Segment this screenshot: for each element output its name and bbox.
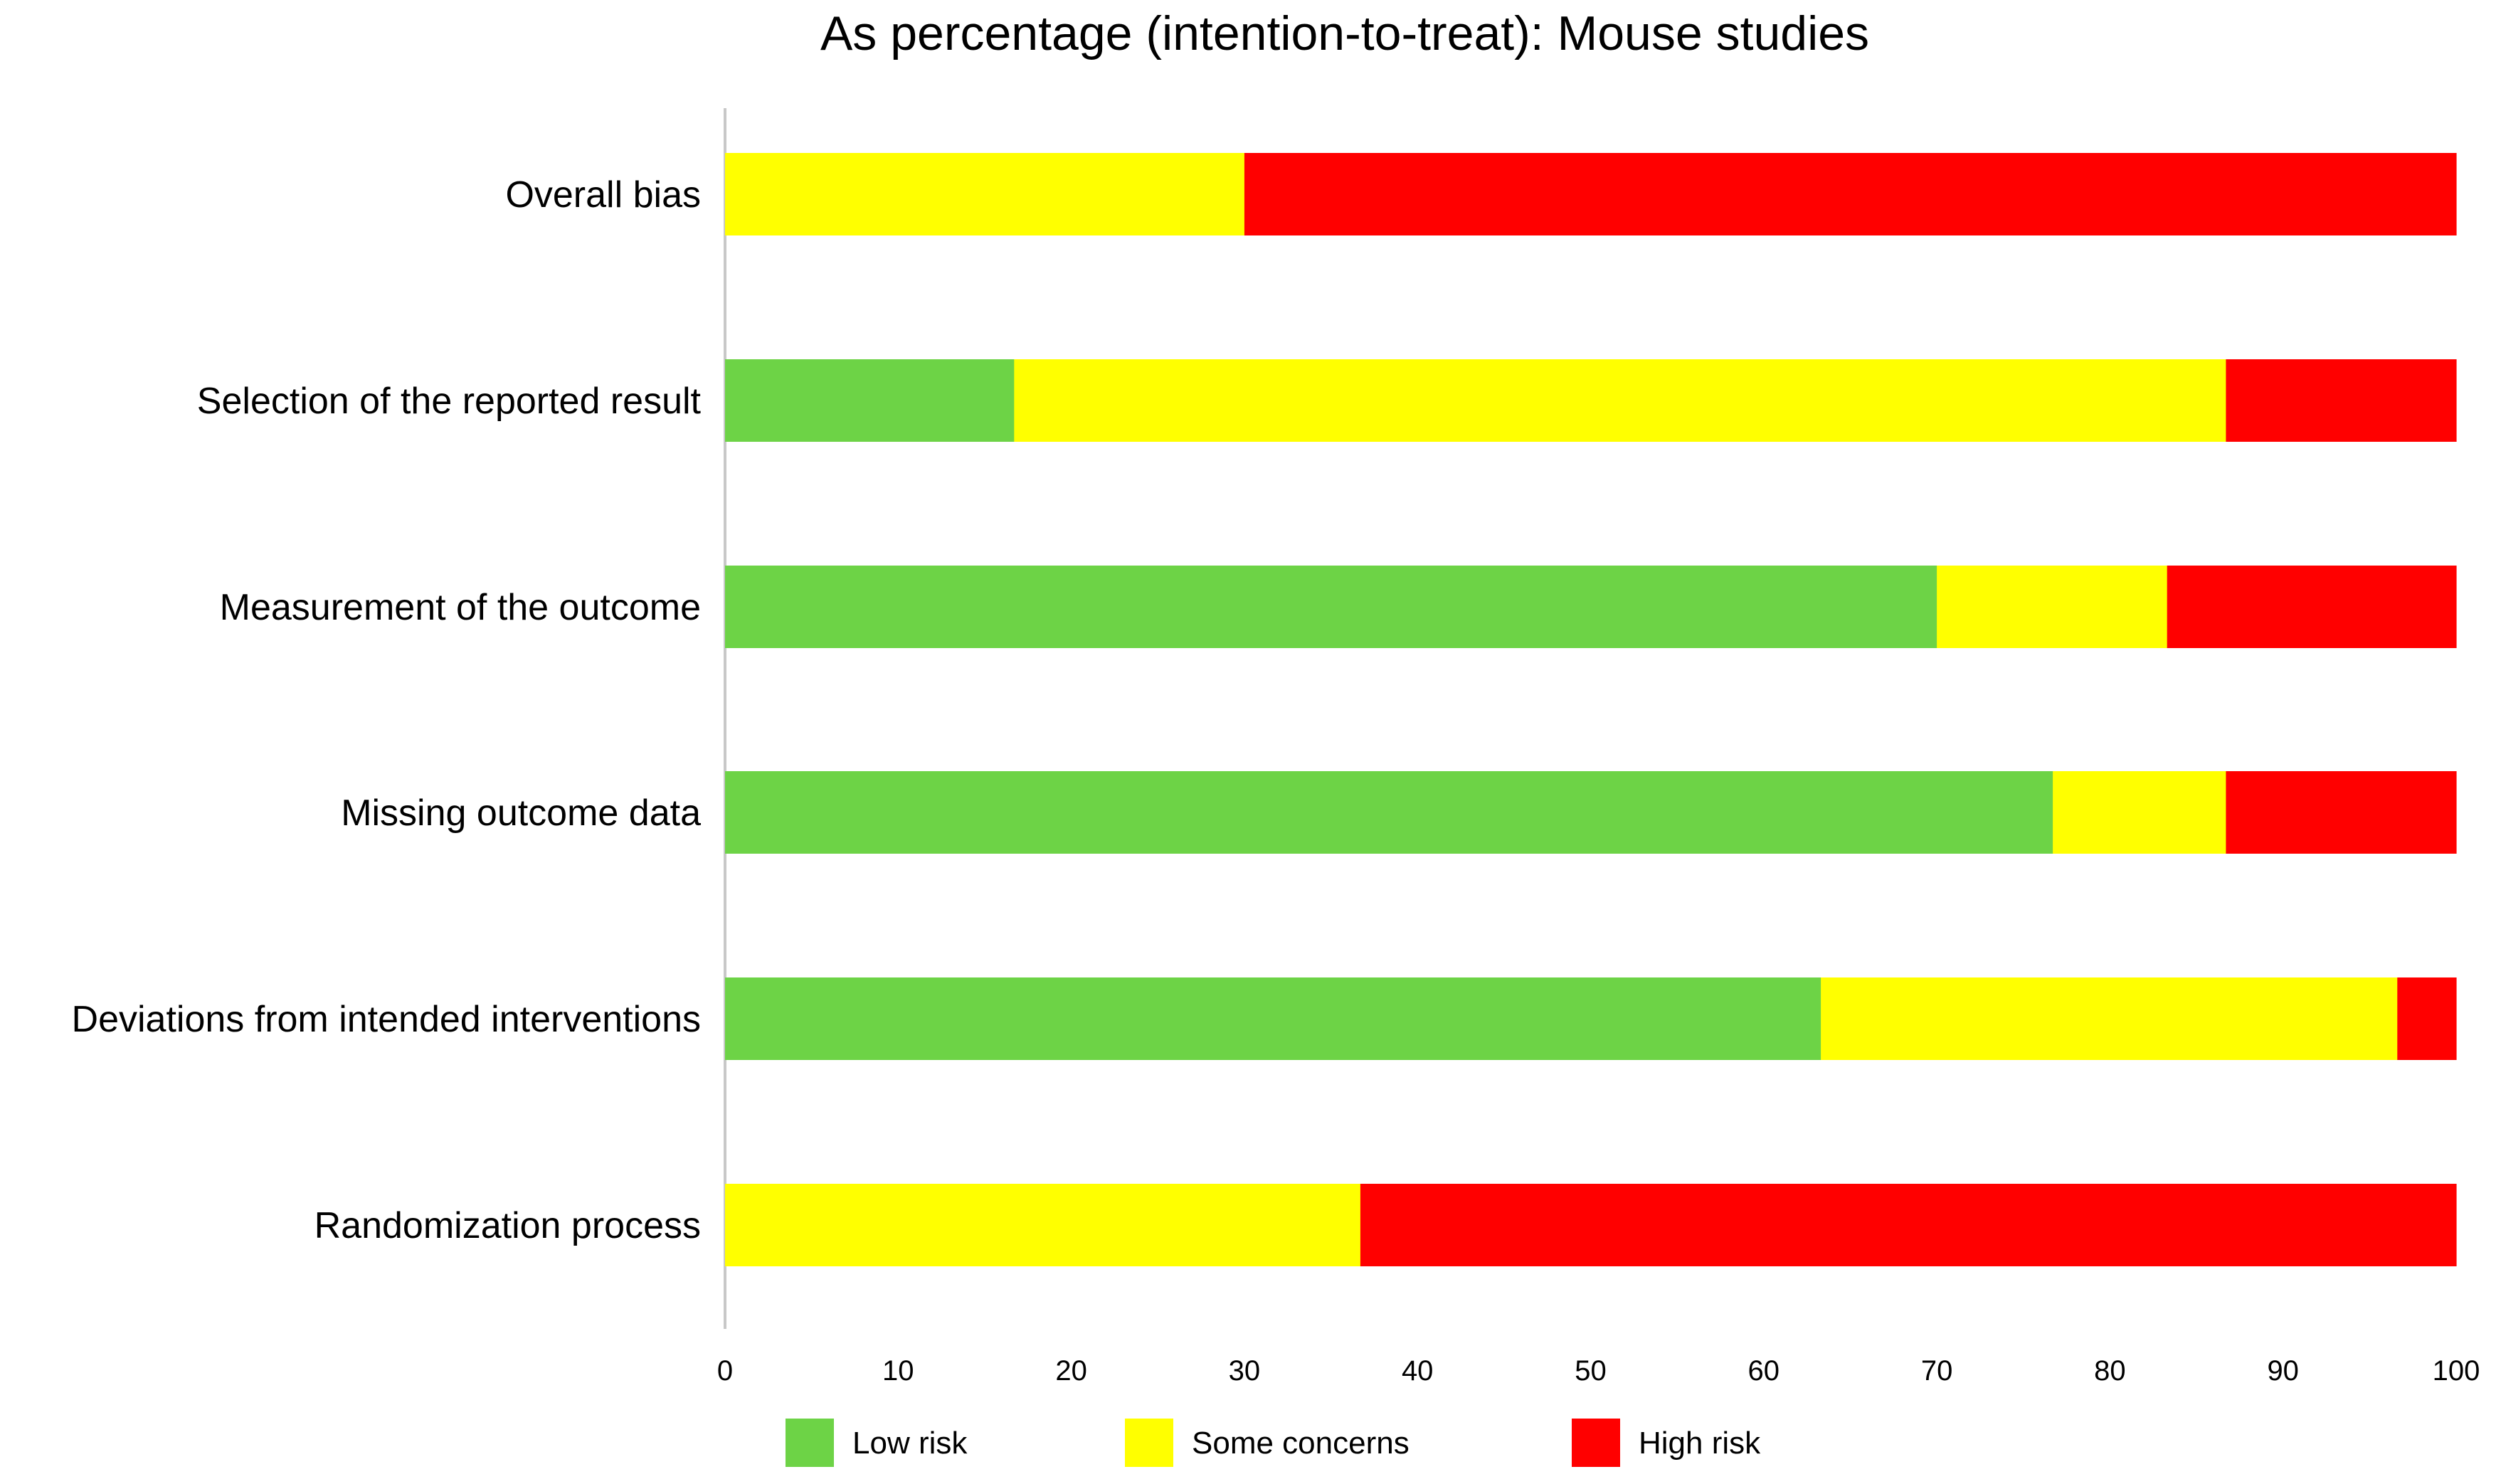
legend-swatch bbox=[1572, 1419, 1620, 1467]
category-label: Deviations from intended interventions bbox=[72, 999, 701, 1040]
x-tick-label: 30 bbox=[1229, 1355, 1261, 1387]
bar-segment-0-2 bbox=[1244, 153, 2457, 235]
category-label: Measurement of the outcome bbox=[220, 587, 701, 628]
bar-segment-1-2 bbox=[2226, 359, 2457, 442]
bar-segment-3-2 bbox=[2226, 771, 2457, 854]
chart-title: As percentage (intention-to-treat): Mous… bbox=[820, 6, 1869, 60]
bar-segment-1-1 bbox=[1014, 359, 2227, 442]
bar-segment-5-2 bbox=[1360, 1184, 2457, 1266]
legend-swatch bbox=[786, 1419, 834, 1467]
x-tick-label: 60 bbox=[1748, 1355, 1780, 1387]
bar-segment-4-2 bbox=[2397, 977, 2457, 1060]
category-labels: Overall bias Selection of the reported re… bbox=[72, 174, 702, 1246]
bar-segment-3-0 bbox=[725, 771, 2053, 854]
x-tick-label: 80 bbox=[2094, 1355, 2126, 1387]
legend-label: Low risk bbox=[852, 1426, 968, 1461]
legend-label: High risk bbox=[1639, 1426, 1761, 1461]
bars-layer bbox=[725, 153, 2457, 1266]
x-tick-label: 40 bbox=[1402, 1355, 1434, 1387]
x-tick-label: 90 bbox=[2267, 1355, 2299, 1387]
x-tick-label: 50 bbox=[1575, 1355, 1607, 1387]
bar-segment-2-2 bbox=[2167, 566, 2457, 648]
x-tick-label: 100 bbox=[2433, 1355, 2480, 1387]
x-tick-label: 0 bbox=[717, 1355, 733, 1387]
x-tick-label: 20 bbox=[1055, 1355, 1087, 1387]
x-tick-label: 70 bbox=[1921, 1355, 1953, 1387]
category-label: Selection of the reported result bbox=[197, 381, 702, 422]
bar-segment-2-1 bbox=[1937, 566, 2168, 648]
legend-label: Some concerns bbox=[1192, 1426, 1410, 1461]
category-label: Missing outcome data bbox=[341, 793, 701, 834]
bar-segment-1-0 bbox=[725, 359, 1015, 442]
bar-segment-3-1 bbox=[2053, 771, 2227, 854]
bar-segment-4-0 bbox=[725, 977, 1821, 1060]
bar-segment-2-0 bbox=[725, 566, 1937, 648]
legend: Low risk Some concerns High risk bbox=[786, 1419, 1761, 1467]
bar-segment-0-1 bbox=[725, 153, 1245, 235]
bar-segment-4-1 bbox=[1821, 977, 2398, 1060]
category-label: Overall bias bbox=[505, 174, 701, 216]
legend-swatch bbox=[1125, 1419, 1173, 1467]
category-label: Randomization process bbox=[314, 1205, 701, 1246]
bar-segment-5-1 bbox=[725, 1184, 1361, 1266]
x-axis-ticks: 0 10 20 30 40 50 60 70 80 90 100 bbox=[717, 1355, 2480, 1387]
x-tick-label: 10 bbox=[882, 1355, 914, 1387]
